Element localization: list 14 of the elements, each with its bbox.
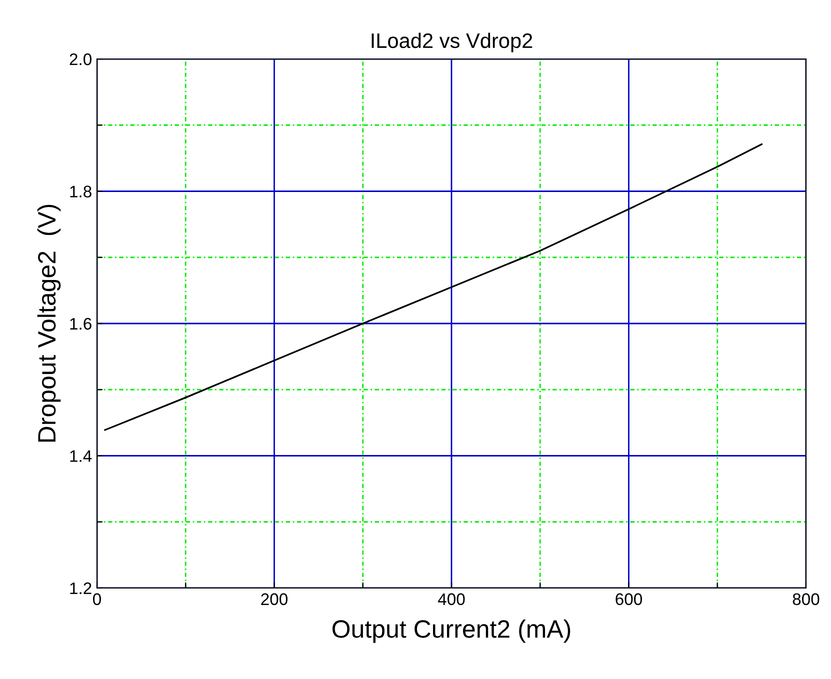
x-tick-label: 400	[438, 593, 465, 606]
y-tick-label: 1.6	[70, 318, 92, 330]
x-tick-label: 200	[261, 593, 288, 606]
line-series	[104, 143, 763, 431]
y-axis-title: Dropout Voltage2 (V)	[37, 204, 61, 442]
chart-title: ILoad2 vs Vdrop2	[372, 32, 532, 52]
x-axis-title: Output Current2 (mA)	[332, 620, 570, 643]
y-tick-label: 2.0	[70, 53, 92, 66]
y-tick-label: 1.2	[70, 582, 92, 594]
x-tick-label: 0	[93, 593, 101, 606]
x-tick-label: 800	[792, 593, 820, 606]
y-tick-label: 1.8	[70, 186, 92, 198]
y-tick-label: 1.4	[70, 450, 92, 462]
x-tick-label: 600	[616, 593, 642, 606]
